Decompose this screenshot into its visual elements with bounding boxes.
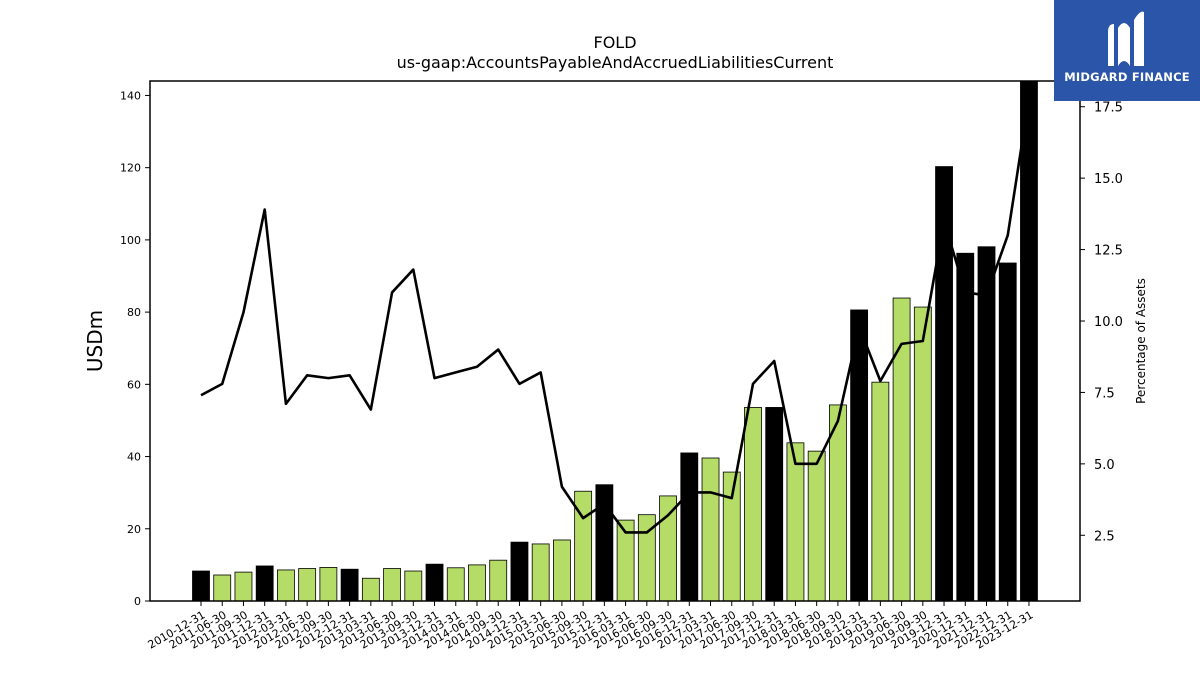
bar — [383, 568, 401, 602]
y2-axis-label: Percentage of Assets — [1134, 278, 1148, 404]
bar — [234, 571, 253, 602]
y2-tick-label: 2.5 — [1094, 529, 1115, 544]
percentage-line — [200, 97, 1031, 534]
y-tick-label: 0 — [134, 595, 141, 608]
y2-tick-label: 12.5 — [1094, 244, 1123, 259]
bar — [956, 252, 975, 602]
y-tick-label: 140 — [120, 89, 141, 102]
bar — [404, 570, 423, 602]
y-axis-label: USDm — [83, 310, 107, 372]
bar — [977, 246, 996, 602]
bar — [489, 559, 508, 602]
y-tick-label: 100 — [120, 234, 141, 247]
bar — [510, 541, 529, 602]
chart-subtitle: us-gaap:AccountsPayableAndAccruedLiabili… — [397, 53, 834, 72]
bar — [786, 442, 805, 602]
bar — [744, 407, 762, 602]
bar — [468, 564, 486, 602]
bar — [595, 484, 614, 602]
bar — [213, 574, 232, 602]
y2-tick-label: 10.0 — [1094, 315, 1123, 330]
logo-text: MIDGARD FINANCE — [1064, 70, 1190, 84]
chart-title: FOLD — [593, 33, 636, 52]
bar — [340, 568, 359, 602]
bar — [319, 567, 338, 602]
y2-tick-label: 17.5 — [1094, 101, 1123, 116]
bar — [807, 450, 826, 602]
plot-frame — [149, 80, 1081, 602]
bar — [446, 567, 465, 602]
bar — [553, 539, 571, 602]
y2-tick-label: 15.0 — [1094, 172, 1123, 187]
bar — [913, 306, 932, 602]
y-tick-label: 60 — [127, 378, 141, 391]
bar — [361, 577, 380, 602]
bar — [425, 563, 444, 602]
y-tick-label: 80 — [127, 306, 141, 319]
y2-tick-label: 5.0 — [1094, 458, 1115, 473]
bar — [998, 262, 1017, 602]
bar — [192, 570, 210, 602]
bar — [277, 569, 295, 602]
y-tick-label: 40 — [127, 451, 141, 464]
bar — [680, 452, 699, 602]
y-tick-label: 120 — [120, 162, 141, 175]
logo: MIDGARD FINANCE — [1054, 0, 1200, 101]
bar — [701, 457, 720, 602]
logo-mark-icon — [1108, 11, 1144, 66]
bar — [298, 568, 317, 602]
bar — [659, 495, 677, 602]
bar — [255, 565, 274, 602]
y2-tick-label: 7.5 — [1094, 386, 1115, 401]
bar — [531, 543, 550, 602]
bar — [765, 407, 784, 602]
bar — [935, 166, 953, 602]
y-tick-label: 20 — [127, 523, 141, 536]
bar — [871, 381, 890, 602]
bar — [1020, 80, 1038, 602]
